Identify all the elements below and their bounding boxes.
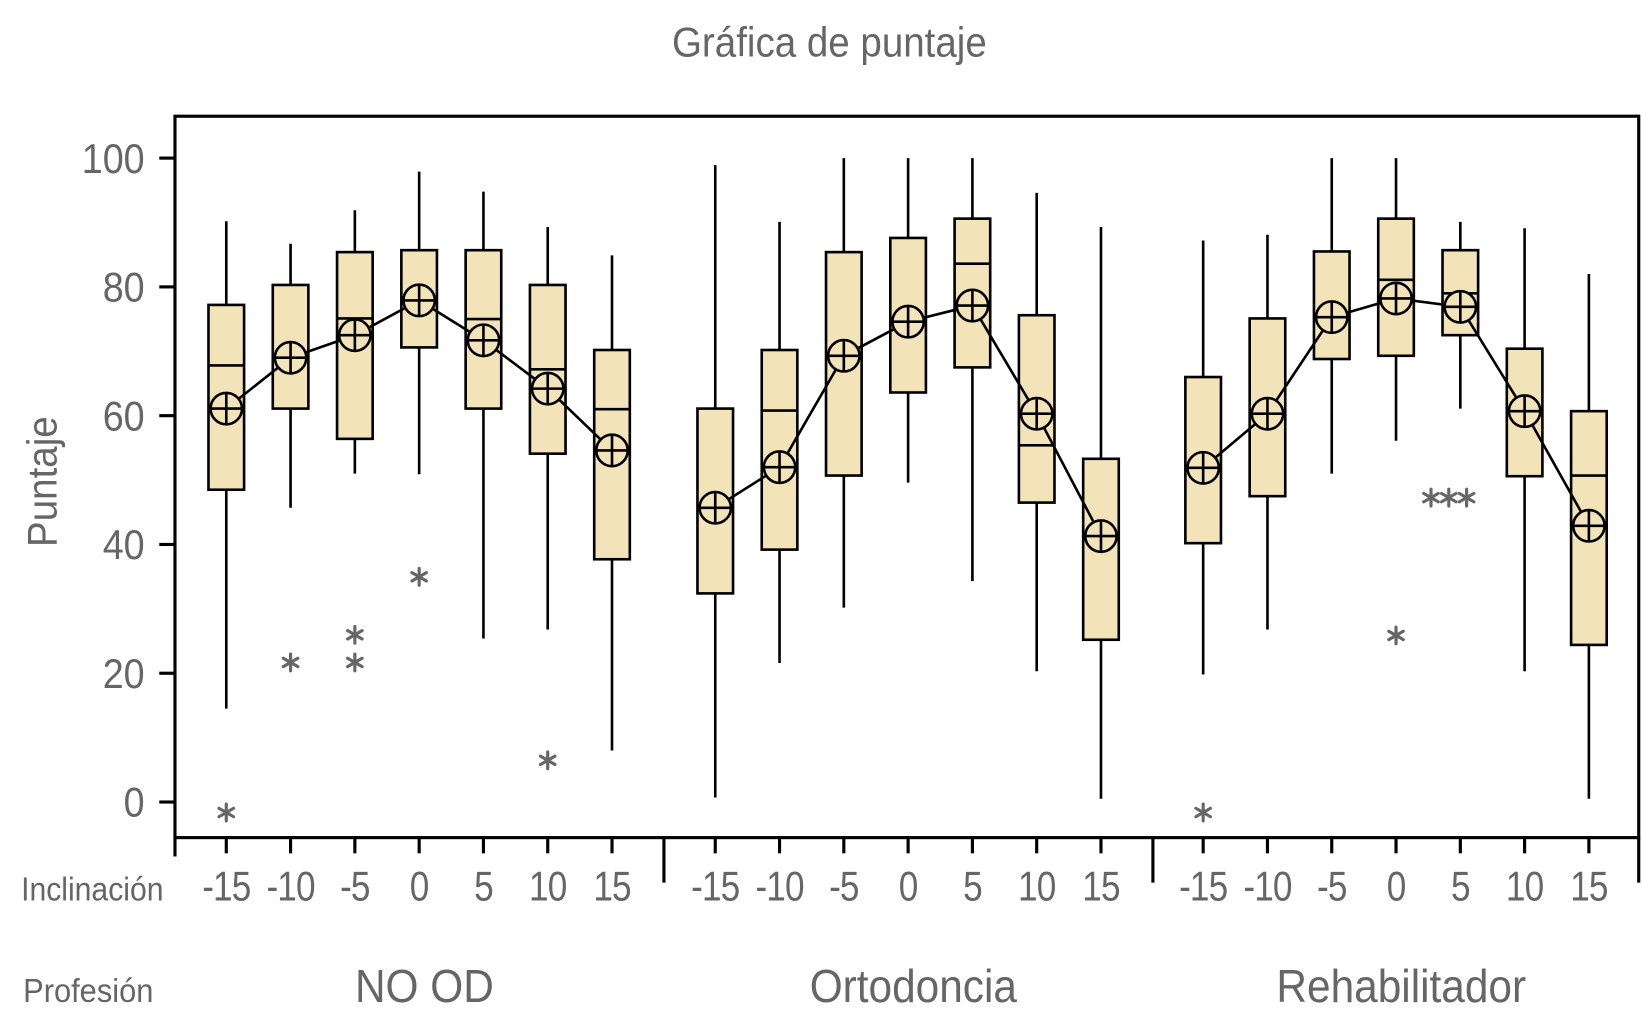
x-tick-label: -10: [1243, 864, 1291, 911]
outlier-marker: [538, 750, 557, 771]
x-tick-label: -5: [340, 864, 370, 911]
outlier-marker: [346, 624, 364, 645]
outlier-marker: [410, 566, 428, 587]
outlier-marker: [1387, 625, 1405, 646]
y-tick-label: 0: [124, 780, 145, 826]
x-tick-label: 15: [1082, 864, 1119, 911]
x-tick-label: -15: [1179, 864, 1227, 911]
box: [760, 348, 799, 551]
x-tick-label: 5: [1451, 864, 1470, 911]
y-tick-label: 80: [103, 265, 145, 311]
outlier-marker: [1439, 487, 1458, 508]
x-tick-label: -10: [755, 864, 803, 911]
x-tick-label: -5: [1317, 864, 1347, 911]
outlier-marker: [346, 652, 364, 673]
outlier-marker: [217, 802, 236, 823]
x-tick-label: 10: [529, 864, 566, 911]
x-tick-label: -10: [266, 864, 314, 911]
x-tick-label: -15: [202, 864, 250, 911]
x-tick-label: 10: [1506, 864, 1543, 911]
x2-factor-label: Profesión: [23, 972, 153, 1009]
y-axis-label: Puntaje: [19, 416, 66, 547]
box: [953, 217, 992, 369]
x-tick-label: 10: [1018, 864, 1055, 911]
y-tick-label: 100: [82, 136, 145, 182]
x-tick-label: -15: [691, 864, 739, 911]
x-tick-label: 15: [593, 864, 630, 911]
outlier-marker: [1457, 487, 1476, 508]
x-tick-label: 5: [963, 864, 982, 911]
x-tick-label: -5: [829, 864, 859, 911]
x1-factor-label: Inclinación: [21, 870, 163, 908]
y-tick-label: 60: [103, 394, 145, 440]
chart-title: Gráfica de puntaje: [672, 19, 987, 66]
x-tick-label: 5: [474, 864, 493, 911]
y-tick-label: 20: [103, 651, 145, 697]
y-tick-label: 40: [103, 522, 145, 568]
outlier-marker: [281, 652, 300, 673]
outlier-marker: [1422, 487, 1440, 508]
group-label: Ortodoncia: [810, 961, 1018, 1012]
x-tick-label: 15: [1570, 864, 1607, 911]
x-tick-label: 0: [1387, 864, 1406, 911]
outlier-marker: [1194, 802, 1212, 823]
x-tick-label: 0: [899, 864, 918, 911]
group-label: Rehabilitador: [1276, 961, 1526, 1012]
x-tick-label: 0: [410, 864, 429, 911]
group-label: NO OD: [355, 961, 494, 1012]
